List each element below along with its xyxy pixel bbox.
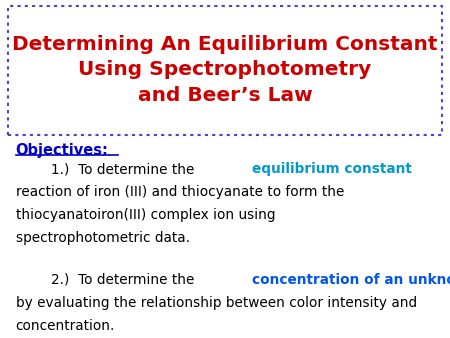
- Text: Objectives:: Objectives:: [16, 143, 108, 158]
- Text: spectrophotometric data.: spectrophotometric data.: [16, 231, 190, 245]
- Text: concentration.: concentration.: [16, 318, 115, 333]
- Text: 2.)  To determine the: 2.) To determine the: [16, 272, 198, 287]
- Text: concentration of an unknown: concentration of an unknown: [252, 272, 450, 287]
- Text: thiocyanatoiron(III) complex ion using: thiocyanatoiron(III) complex ion using: [16, 208, 275, 222]
- Text: equilibrium constant: equilibrium constant: [252, 162, 411, 176]
- Text: Determining An Equilibrium Constant
Using Spectrophotometry
and Beer’s Law: Determining An Equilibrium Constant Usin…: [12, 35, 438, 105]
- FancyBboxPatch shape: [8, 6, 442, 135]
- Text: 1.)  To determine the: 1.) To determine the: [16, 162, 198, 176]
- Text: by evaluating the relationship between color intensity and: by evaluating the relationship between c…: [16, 295, 417, 310]
- Text: reaction of iron (III) and thiocyanate to form the: reaction of iron (III) and thiocyanate t…: [16, 185, 344, 199]
